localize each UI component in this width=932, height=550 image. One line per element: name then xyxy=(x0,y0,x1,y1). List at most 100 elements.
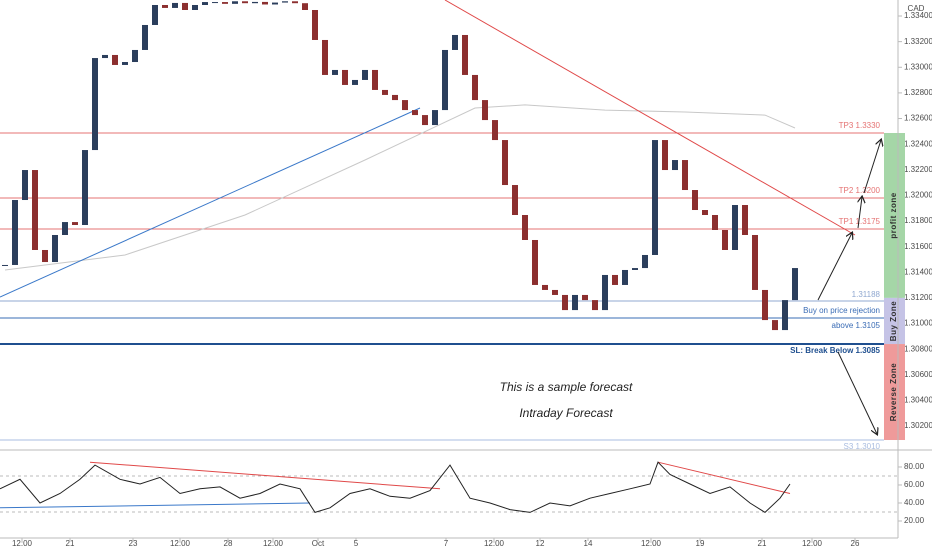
moving-average xyxy=(4,104,796,271)
candle xyxy=(272,2,278,5)
candle xyxy=(412,110,418,116)
arrow xyxy=(817,233,852,301)
zone xyxy=(884,297,905,345)
candle xyxy=(422,115,428,126)
x-tick-label: 12:00 xyxy=(170,539,191,548)
candle xyxy=(172,2,178,8)
forecast-text: This is a sample forecast xyxy=(500,380,633,394)
rsi-tick-label: 60.00 xyxy=(904,480,925,489)
x-tick-label: 12:00 xyxy=(263,539,284,548)
candle xyxy=(572,294,578,311)
candle xyxy=(482,100,488,121)
zone-label: profit zone xyxy=(889,192,898,238)
candle xyxy=(362,69,368,80)
x-tick-label: 21 xyxy=(758,539,767,548)
x-tick-label: 14 xyxy=(584,539,593,548)
candle xyxy=(152,4,158,25)
rsi-tick-label: 20.00 xyxy=(904,516,925,525)
candle xyxy=(692,190,698,211)
y-tick-label: 1.30400 xyxy=(904,396,932,405)
candle xyxy=(32,170,38,250)
candle xyxy=(12,200,18,265)
trendline xyxy=(444,0,856,236)
arrow xyxy=(863,140,881,194)
candle xyxy=(312,9,318,40)
y-tick-label: 1.31400 xyxy=(904,267,932,276)
candle xyxy=(122,62,128,65)
candle xyxy=(672,160,678,171)
candle xyxy=(452,34,458,50)
y-tick-label: 1.31000 xyxy=(904,319,932,328)
candle xyxy=(282,1,288,3)
level-label: TP3 1.3330 xyxy=(839,121,881,130)
candle xyxy=(762,289,768,321)
candle xyxy=(182,2,188,10)
zone-label: Buy Zone xyxy=(889,301,898,341)
zone xyxy=(884,344,905,441)
candle xyxy=(512,185,518,216)
candle xyxy=(82,150,88,225)
y-tick-label: 1.32400 xyxy=(904,139,932,148)
level-label: TP2 1.3200 xyxy=(839,186,881,195)
candle xyxy=(662,140,668,171)
candle xyxy=(262,1,268,5)
level-label: TP1 1.3175 xyxy=(839,217,881,226)
forecast-text: Intraday Forecast xyxy=(519,406,613,420)
rsi-trendline xyxy=(89,461,441,490)
candle xyxy=(52,234,58,263)
candle xyxy=(232,1,238,4)
candle xyxy=(132,49,138,63)
candle xyxy=(432,110,438,126)
candle xyxy=(372,69,378,90)
candle xyxy=(492,120,498,141)
candle xyxy=(502,140,508,186)
x-tick-label: 19 xyxy=(696,539,705,548)
x-tick-label: 28 xyxy=(224,539,233,548)
candle xyxy=(642,254,648,269)
candle xyxy=(382,89,388,95)
candle xyxy=(442,49,448,111)
candle xyxy=(632,268,638,270)
y-tick-label: 1.32200 xyxy=(904,165,932,174)
x-tick-label: 21 xyxy=(66,539,75,548)
candle xyxy=(302,3,308,10)
candle xyxy=(772,320,778,331)
candle xyxy=(752,234,758,290)
candle xyxy=(252,1,258,4)
candle xyxy=(192,4,198,10)
currency-label: CAD xyxy=(908,4,925,13)
rsi-tick-label: 40.00 xyxy=(904,498,925,507)
candle xyxy=(792,268,798,301)
y-tick-label: 1.32800 xyxy=(904,88,932,97)
candle xyxy=(342,69,348,85)
candle xyxy=(622,269,628,285)
candle xyxy=(732,205,738,250)
candle xyxy=(352,79,358,85)
candle xyxy=(522,215,528,240)
rsi-line xyxy=(0,461,791,514)
x-tick-label: 12:00 xyxy=(641,539,662,548)
x-tick-label: 12:00 xyxy=(802,539,823,548)
arrow xyxy=(837,351,877,434)
y-tick-label: 1.32600 xyxy=(904,114,932,123)
candle xyxy=(202,2,208,5)
candle xyxy=(702,210,708,216)
x-tick-label: 5 xyxy=(354,539,359,548)
y-tick-label: 1.30600 xyxy=(904,370,932,379)
y-tick-label: 1.31800 xyxy=(904,216,932,225)
candle xyxy=(72,222,78,225)
candle xyxy=(602,274,608,311)
y-tick-label: 1.31200 xyxy=(904,293,932,302)
candle xyxy=(682,160,688,191)
candle xyxy=(722,229,728,250)
note: Buy on price rejection xyxy=(803,306,880,315)
x-tick-label: 12:00 xyxy=(484,539,505,548)
candle xyxy=(582,294,588,301)
candle xyxy=(612,274,618,285)
candle xyxy=(242,1,248,4)
x-tick-label: 12 xyxy=(536,539,545,548)
candle xyxy=(212,2,218,4)
level-label: SL: Break Below 1.3085 xyxy=(790,346,880,355)
